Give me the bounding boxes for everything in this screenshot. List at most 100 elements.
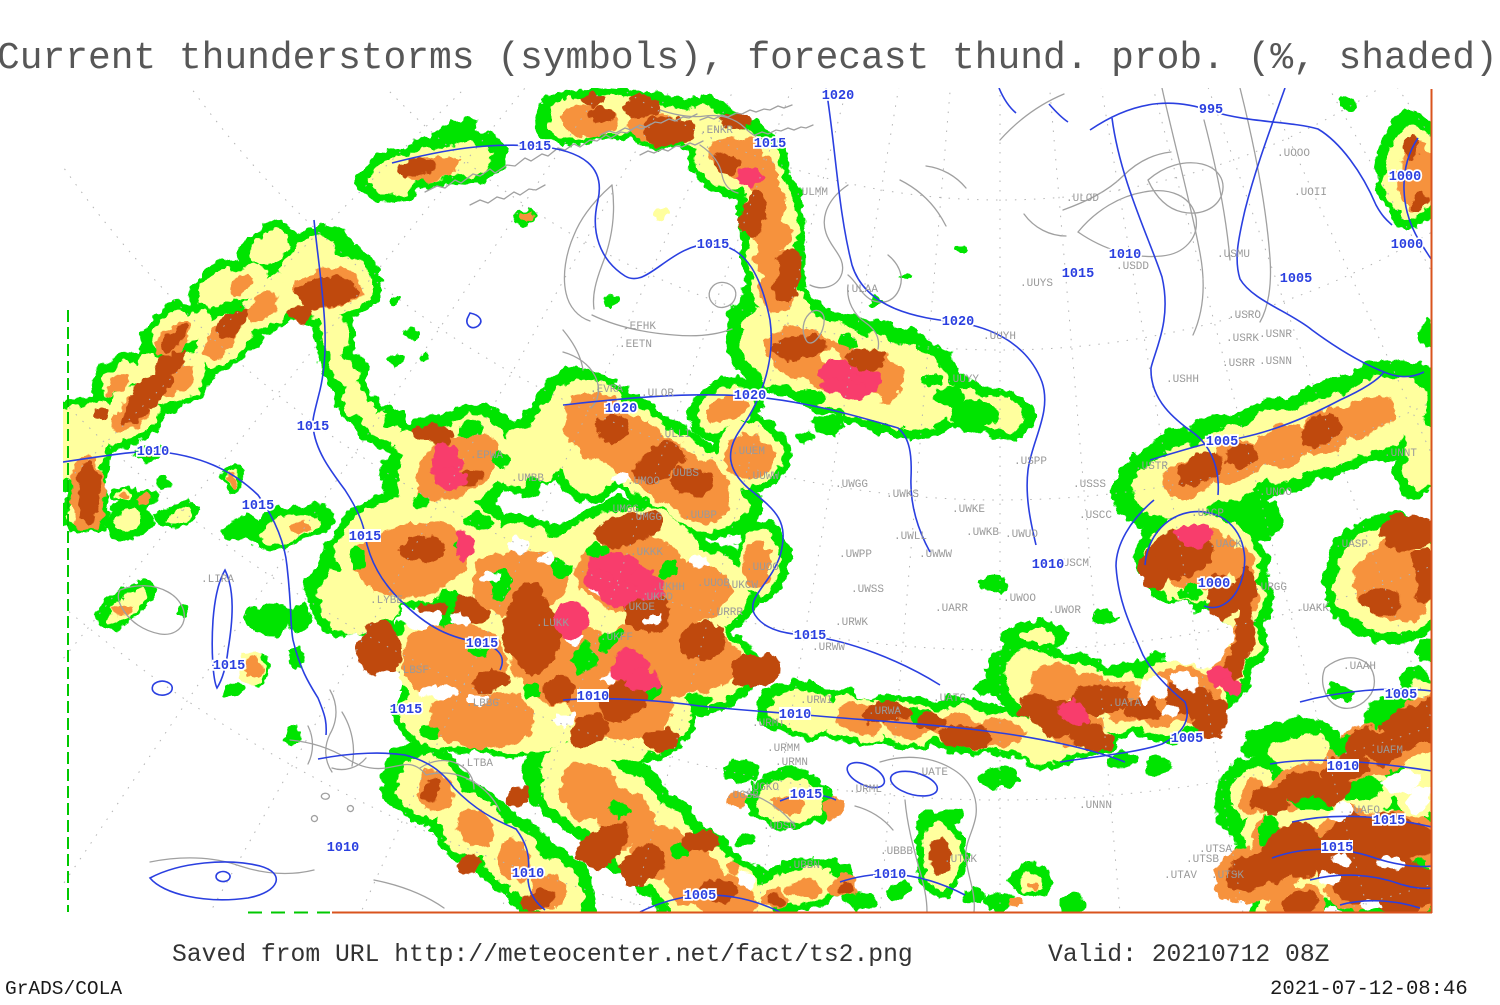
svg-text:.UBBB: .UBBB (880, 846, 913, 858)
svg-text:.UWLL: .UWLL (894, 531, 927, 543)
svg-text:.ULAA: .ULAA (845, 284, 878, 296)
svg-text:Saved from URL http://meteocen: Saved from URL http://meteocenter.net/fa… (172, 941, 913, 969)
svg-text:.UOOO: .UOOO (1277, 148, 1310, 160)
svg-text:1010: 1010 (327, 841, 359, 856)
svg-text:.EPWA: .EPWA (470, 450, 503, 462)
svg-text:.UWGG: .UWGG (835, 479, 868, 491)
svg-text:1010: 1010 (874, 868, 906, 883)
svg-text:.UNNT: .UNNT (1384, 448, 1417, 460)
svg-text:1015: 1015 (297, 420, 329, 435)
svg-text:2021-07-12-08:46: 2021-07-12-08:46 (1270, 978, 1468, 1000)
svg-text:.USHH: .USHH (1166, 374, 1199, 386)
svg-text:.UKDD: .UKDD (640, 592, 673, 604)
svg-text:.LUKK: .LUKK (536, 618, 569, 630)
svg-text:1010: 1010 (779, 708, 811, 723)
svg-text:.EFHK: .EFHK (623, 321, 656, 333)
svg-text:1005: 1005 (1171, 732, 1203, 747)
svg-text:.UDSG: .UDSG (763, 821, 796, 833)
svg-text:.USNR: .USNR (1259, 329, 1292, 341)
svg-text:.URWI: .URWI (800, 695, 833, 707)
svg-text:.UUYS: .UUYS (1020, 278, 1053, 290)
svg-text:.UOII: .UOII (1294, 187, 1327, 199)
svg-text:.UWKB: .UWKB (966, 527, 999, 539)
svg-text:.URML: .URML (849, 784, 882, 796)
svg-text:.URMN: .URMN (775, 757, 808, 769)
svg-text:1010: 1010 (137, 445, 169, 460)
svg-text:.URMM: .URMM (767, 743, 800, 755)
svg-text:.ENKR: .ENKR (700, 125, 733, 137)
svg-text:.UWUO: .UWUO (1005, 529, 1038, 541)
svg-text:.USRR: .USRR (1222, 358, 1255, 370)
svg-text:.UTSA: .UTSA (1199, 844, 1232, 856)
svg-text:.UARR: .UARR (935, 603, 968, 615)
svg-text:.UKDE: .UKDE (622, 602, 655, 614)
svg-text:1010: 1010 (577, 690, 609, 705)
svg-text:.UUOB: .UUOB (697, 578, 730, 590)
svg-text:.USMU: .USMU (1217, 249, 1250, 261)
svg-text:1005: 1005 (684, 889, 716, 904)
svg-text:1010: 1010 (1032, 558, 1064, 573)
svg-text:1015: 1015 (790, 788, 822, 803)
svg-text:.URMT: .URMT (752, 718, 785, 730)
svg-text:1015: 1015 (242, 499, 274, 514)
svg-text:.UAKK: .UAKK (1296, 603, 1329, 615)
svg-text:.UATG: .UATG (933, 693, 966, 705)
svg-text:.URWA: .URWA (868, 706, 901, 718)
svg-text:.UAFO: .UAFO (1347, 805, 1380, 817)
svg-text:.UATA: .UATA (1108, 698, 1141, 710)
svg-text:.UACP: .UACP (1191, 508, 1224, 520)
svg-text:.UGSB: .UGSB (726, 790, 759, 802)
svg-text:.UUEM: .UUEM (732, 446, 765, 458)
svg-text:.USRO: .USRO (1228, 310, 1261, 322)
svg-text:.USPP: .USPP (1014, 456, 1047, 468)
svg-text:Current thunderstorms (symbols: Current thunderstorms (symbols), forecas… (0, 37, 1498, 80)
svg-text:.UKHH: .UKHH (652, 582, 685, 594)
svg-text:.UKFF: .UKFF (600, 632, 633, 644)
svg-text:.EVRA: .EVRA (590, 384, 623, 396)
svg-text:1015: 1015 (697, 238, 729, 253)
svg-text:1020: 1020 (942, 315, 974, 330)
svg-text:1020: 1020 (605, 402, 637, 417)
svg-text:.UNOO: .UNOO (1259, 487, 1292, 499)
svg-text:1005: 1005 (1280, 272, 1312, 287)
svg-text:.USCM: .USCM (1056, 558, 1089, 570)
svg-text:.UMGG: .UMGG (629, 512, 662, 524)
svg-text:.UTSB: .UTSB (1186, 854, 1219, 866)
svg-text:.UUOO: .UUOO (746, 562, 779, 574)
svg-text:1005: 1005 (1385, 688, 1417, 703)
svg-text:.LTBA: .LTBA (460, 758, 493, 770)
svg-text:.UMGG: .UMGG (606, 504, 639, 516)
svg-text:.UUBS: .UUBS (666, 468, 699, 480)
svg-text:1000: 1000 (1391, 238, 1423, 253)
svg-text:.USSS: .USSS (1073, 479, 1106, 491)
svg-text:.URWK: .URWK (835, 617, 868, 629)
svg-text:.UWPP: .UWPP (839, 549, 872, 561)
svg-text:.URGG: .URGG (1254, 582, 1287, 594)
svg-text:.UMOO: .UMOO (627, 476, 660, 488)
svg-text:.UTAK: .UTAK (944, 854, 977, 866)
svg-text:1015: 1015 (1321, 841, 1353, 856)
svg-text:.USRK: .USRK (1226, 333, 1259, 345)
svg-text:.UATE: .UATE (915, 767, 948, 779)
svg-text:.UWOO: .UWOO (1003, 593, 1036, 605)
svg-text:.UWOR: .UWOR (1048, 605, 1081, 617)
svg-text:.UWKE: .UWKE (952, 504, 985, 516)
svg-text:1015: 1015 (390, 703, 422, 718)
svg-text:.UKKK: .UKKK (630, 547, 663, 559)
svg-text:.UACK: .UACK (1209, 539, 1242, 551)
svg-text:1010: 1010 (1109, 248, 1141, 263)
svg-text:.LIRA: .LIRA (201, 574, 234, 586)
svg-text:.LBBG: .LBBG (466, 698, 499, 710)
svg-text:.UUWW: .UUWW (746, 471, 779, 483)
svg-text:.UMBB: .UMBB (511, 473, 544, 485)
svg-text:.ULLI: .ULLI (658, 429, 691, 441)
svg-text:1020: 1020 (734, 389, 766, 404)
svg-text:1015: 1015 (754, 137, 786, 152)
svg-text:.LBSF: .LBSF (396, 665, 429, 677)
svg-text:1015: 1015 (1373, 814, 1405, 829)
svg-text:.USDD: .USDD (1116, 261, 1149, 273)
svg-text:.UUBP: .UUBP (684, 510, 717, 522)
svg-text:.UASP: .UASP (1335, 539, 1368, 551)
svg-text:1015: 1015 (349, 530, 381, 545)
svg-text:GrADS/COLA: GrADS/COLA (5, 978, 122, 1000)
